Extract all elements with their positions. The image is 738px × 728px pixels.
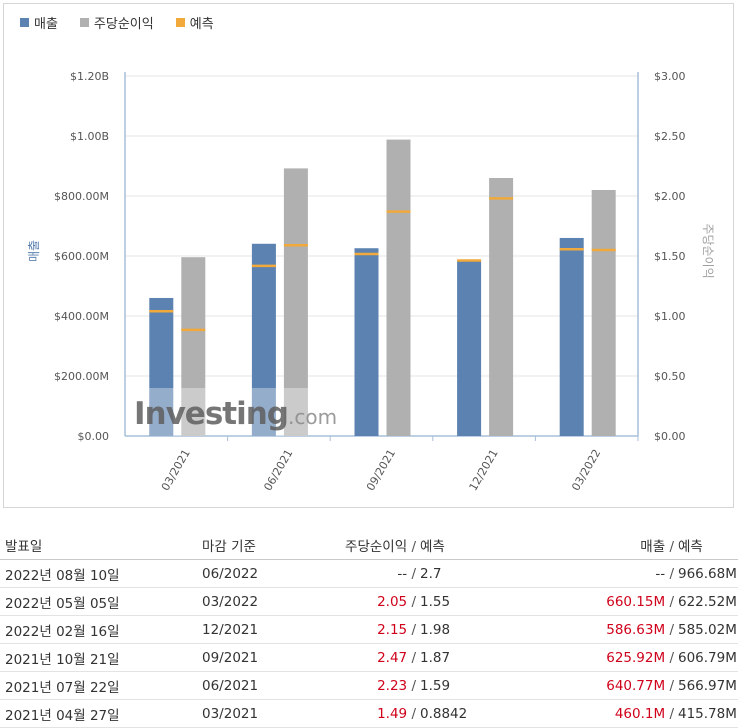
watermark-backdrop: [149, 388, 206, 436]
cell-revenue: 460.1M /: [500, 699, 674, 728]
header-date[interactable]: 발표일: [0, 531, 202, 560]
cell-period-end: 03/2022: [202, 587, 298, 616]
revenue-swatch-icon: [20, 18, 29, 27]
right-axis-title: 주당순이익: [701, 223, 715, 278]
table-row: 2021년 07월 22일 06/2021 2.23 /1.59 640.77M /5…: [0, 671, 738, 700]
cell-revenue-forecast: 415.78M: [674, 699, 738, 728]
x-tick-label: 03/2022: [569, 447, 603, 493]
right-tick-label: $2.00: [654, 190, 686, 203]
cell-revenue: 640.77M /: [500, 671, 674, 700]
cell-revenue-forecast: 585.02M: [674, 615, 738, 644]
left-tick-label: $1.20B: [70, 70, 109, 83]
legend-label-forecast: 예측: [189, 17, 214, 32]
earnings-chart-panel: 매출 주당순이익 예측 $0.00 $0.00 $200.00M $0.50 $400.…: [3, 3, 734, 508]
table-row: 2021년 10월 21일 09/2021 2.47 /1.87 625.92M /6…: [0, 643, 738, 672]
cell-date: 2021년 10월 21일: [0, 643, 202, 672]
revenue-bar: [559, 237, 584, 436]
eps-bar: [591, 190, 616, 436]
cell-eps-forecast: 1.98: [416, 615, 500, 644]
header-eps-forecast[interactable]: 예측: [416, 531, 500, 560]
earnings-table: 발표일 마감 기준 주당순이익 / 예측 매출 / 예측 2022년 08월 1…: [0, 531, 738, 728]
cell-revenue: 586.63M /: [500, 615, 674, 644]
table-header-row: 발표일 마감 기준 주당순이익 / 예측 매출 / 예측: [0, 531, 738, 560]
investing-watermark-logo: Investing.com: [134, 396, 338, 432]
cell-period-end: 03/2021: [202, 699, 298, 728]
left-axis-title: 매출: [27, 240, 41, 262]
legend-item-eps[interactable]: 주당순이익: [79, 13, 154, 32]
cell-eps-forecast: 1.59: [416, 671, 500, 700]
eps-bar: [283, 168, 308, 436]
revenue-bar: [149, 297, 174, 436]
left-tick-label: $800.00M: [54, 190, 109, 203]
chart-plot: $0.00 $0.00 $200.00M $0.50 $400.00M $1.00 $600…: [27, 70, 715, 493]
cell-eps-forecast: 0.8842: [416, 699, 500, 728]
cell-date: 2022년 08월 10일: [0, 559, 202, 588]
table-row: 2022년 02월 16일 12/2021 2.15 /1.98 586.63M /5…: [0, 615, 738, 644]
cell-revenue-forecast: 606.79M: [674, 643, 738, 672]
right-tick-label: $0.50: [654, 370, 686, 383]
header-revenue[interactable]: 매출 /: [500, 531, 674, 560]
revenue-bar: [251, 243, 276, 436]
left-tick-label: $200.00M: [54, 370, 109, 383]
cell-period-end: 06/2021: [202, 671, 298, 700]
cell-revenue: -- /: [500, 559, 674, 588]
x-tick-label: 12/2021: [467, 447, 501, 493]
x-tick-label: 06/2021: [261, 447, 295, 493]
chart-legend: 매출 주당순이익 예측: [20, 13, 214, 32]
cell-eps: -- /: [298, 559, 416, 588]
eps-bar: [489, 178, 514, 436]
right-tick-label: $3.00: [654, 70, 686, 83]
left-tick-label: $0.00: [78, 430, 110, 443]
watermark-backdrop: [251, 388, 308, 436]
cell-eps-forecast: 1.55: [416, 587, 500, 616]
right-tick-label: $1.00: [654, 310, 686, 323]
cell-eps: 2.05 /: [298, 587, 416, 616]
forecast-swatch-icon: [175, 18, 185, 27]
header-period-end[interactable]: 마감 기준: [202, 531, 298, 560]
cell-revenue-forecast: 966.68M: [674, 559, 738, 588]
cell-eps: 2.23 /: [298, 671, 416, 700]
eps-bar: [181, 257, 206, 436]
left-tick-label: $600.00M: [54, 250, 109, 263]
x-tick-label: 09/2021: [364, 447, 398, 493]
legend-label-revenue: 매출: [34, 17, 58, 32]
left-tick-label: $1.00B: [70, 130, 109, 143]
cell-eps: 2.47 /: [298, 643, 416, 672]
right-tick-label: $1.50: [654, 250, 686, 263]
cell-period-end: 12/2021: [202, 615, 298, 644]
header-revenue-forecast[interactable]: 예측: [674, 531, 738, 560]
cell-eps-forecast: 1.87: [416, 643, 500, 672]
table-row: 2021년 04월 27일 03/2021 1.49 /0.8842 460.1M /…: [0, 699, 738, 728]
eps-bar: [386, 139, 411, 436]
cell-eps: 2.15 /: [298, 615, 416, 644]
legend-item-forecast[interactable]: 예측: [175, 13, 214, 32]
table-row: 2022년 08월 10일 06/2022 -- /2.7 -- /966.68M: [0, 559, 738, 588]
header-eps[interactable]: 주당순이익 /: [298, 531, 416, 560]
cell-date: 2021년 07월 22일: [0, 671, 202, 700]
cell-date: 2021년 04월 27일: [0, 699, 202, 728]
revenue-bar: [354, 248, 379, 436]
right-tick-label: $0.00: [654, 430, 686, 443]
cell-eps-forecast: 2.7: [416, 559, 500, 588]
cell-revenue: 660.15M /: [500, 587, 674, 616]
revenue-bar: [457, 260, 482, 436]
cell-date: 2022년 05월 05일: [0, 587, 202, 616]
legend-label-eps: 주당순이익: [93, 17, 154, 32]
cell-period-end: 06/2022: [202, 559, 298, 588]
left-tick-label: $400.00M: [54, 310, 109, 323]
table-row: 2022년 05월 05일 03/2022 2.05 /1.55 660.15M /6…: [0, 587, 738, 616]
right-tick-label: $2.50: [654, 130, 686, 143]
legend-item-revenue[interactable]: 매출: [20, 13, 58, 32]
cell-period-end: 09/2021: [202, 643, 298, 672]
cell-eps: 1.49 /: [298, 699, 416, 728]
x-tick-label: 03/2021: [159, 447, 193, 493]
cell-revenue-forecast: 566.97M: [674, 671, 738, 700]
cell-revenue: 625.92M /: [500, 643, 674, 672]
cell-revenue-forecast: 622.52M: [674, 587, 738, 616]
cell-date: 2022년 02월 16일: [0, 615, 202, 644]
eps-swatch-icon: [79, 18, 89, 27]
